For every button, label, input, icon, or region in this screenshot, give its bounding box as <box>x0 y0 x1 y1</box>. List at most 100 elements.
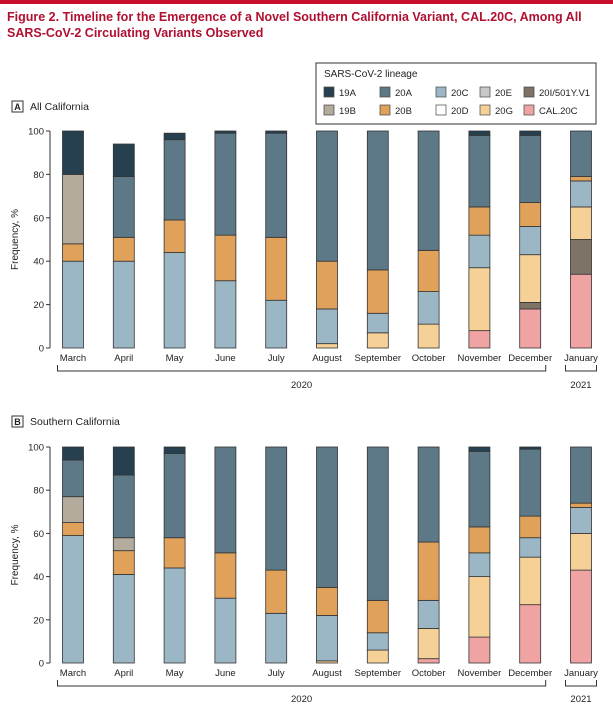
legend-label-20a: 20A <box>395 88 413 99</box>
year-bracket <box>565 680 597 687</box>
x-tick-label: April <box>114 353 133 364</box>
year-label: 2020 <box>291 380 312 391</box>
x-tick-label: November <box>457 353 501 364</box>
bar-segment-19a <box>163 446 186 454</box>
bar-segment-cal20c <box>417 658 440 664</box>
legend-swatch-20b <box>379 104 391 116</box>
bar-segment-20c <box>112 574 135 664</box>
bar-segment-cal20c <box>468 330 491 349</box>
bar-segment-20g <box>366 649 389 664</box>
x-tick-label: January <box>564 668 598 679</box>
bar-segment-20c <box>112 260 135 349</box>
bar-segment-20g <box>570 206 592 240</box>
bar-segment-20i <box>519 302 542 310</box>
bar-segment-cal20c <box>570 569 592 664</box>
bar-stack-june <box>214 130 237 349</box>
bar-stack-march <box>62 446 84 664</box>
legend-swatch-20e <box>479 86 491 98</box>
year-label: 2021 <box>570 694 591 705</box>
legend-swatch-cal20c <box>523 104 535 116</box>
bar-segment-20b <box>366 269 389 314</box>
panel-b: B Southern California 0 20 40 60 80 100 Frequenc… <box>10 415 598 705</box>
bar-stack-november <box>468 130 491 349</box>
y-tick-label: 40 <box>33 572 44 583</box>
bar-segment-20a <box>265 446 288 571</box>
x-tick-label: November <box>457 668 501 679</box>
bar-segment-20a <box>112 474 135 539</box>
legend-box <box>315 62 597 125</box>
bar-segment-20a <box>519 448 542 517</box>
bar-segment-20a <box>468 450 491 528</box>
legend-swatch-20c <box>435 86 447 98</box>
bar-segment-20b <box>316 587 338 616</box>
legend-label-20e: 20E <box>495 88 512 99</box>
bar-stack-january <box>570 130 592 349</box>
x-tick-label: January <box>564 353 598 364</box>
bar-stack-december <box>519 446 542 664</box>
bar-segment-20a <box>163 453 186 539</box>
bar-stack-january <box>570 446 592 664</box>
bar-segment-20b <box>519 202 542 227</box>
legend-label-19a: 19A <box>339 88 357 99</box>
bar-segment-19a <box>163 132 186 141</box>
bar-segment-20g <box>417 628 440 660</box>
bar-segment-20b <box>417 249 440 292</box>
bar-segment-cal20c <box>468 636 491 664</box>
bar-segment-20b <box>62 522 84 536</box>
bar-segment-20c <box>316 308 338 345</box>
year-bracket <box>57 365 547 372</box>
bar-segment-19a <box>112 143 135 177</box>
panel-letter: B <box>14 417 21 427</box>
bar-segment-20b <box>112 236 135 262</box>
bar-segment-20c <box>366 632 389 651</box>
legend-title: SARS-CoV-2 lineage <box>324 69 418 80</box>
x-tick-label: October <box>412 353 446 364</box>
y-tick-label: 100 <box>28 127 44 138</box>
bar-segment-20c <box>62 260 84 349</box>
bar-segment-20c <box>316 615 338 662</box>
legend-label-cal20c: CAL.20C <box>539 106 578 117</box>
x-tick-label: June <box>215 668 236 679</box>
legend-swatch-19a <box>323 86 335 98</box>
bar-stack-july <box>265 446 288 664</box>
year-label: 2020 <box>291 694 312 705</box>
bar-segment-20a <box>519 134 542 204</box>
x-tick-label: May <box>166 353 184 364</box>
bar-segment-19a <box>62 130 84 175</box>
bar-segment-20a <box>214 132 237 236</box>
x-tick-label: December <box>508 668 552 679</box>
bar-segment-20b <box>570 502 592 508</box>
bar-segment-20c <box>468 552 491 578</box>
bar-stack-may <box>163 446 186 664</box>
legend-swatch-20d <box>435 104 447 116</box>
x-tick-label: July <box>268 668 285 679</box>
y-tick-label: 40 <box>33 257 44 268</box>
bar-segment-19a <box>214 130 237 134</box>
bar-segment-20c <box>214 280 237 349</box>
x-tick-label: May <box>166 668 184 679</box>
legend-label-20c: 20C <box>451 88 469 99</box>
bar-segment-20a <box>417 130 440 251</box>
bar-segment-19a <box>519 446 542 450</box>
panel-title: Southern California <box>30 416 120 428</box>
bar-segment-20c <box>366 312 389 334</box>
y-tick-label: 60 <box>33 529 44 540</box>
bar-segment-20c <box>265 299 288 349</box>
bar-segment-20b <box>468 526 491 554</box>
bar-segment-20b <box>316 260 338 310</box>
bar-stack-october <box>417 446 440 664</box>
bar-segment-20c <box>519 226 542 256</box>
bar-stack-may <box>163 132 186 349</box>
bar-segment-20a <box>163 139 186 221</box>
x-tick-label: September <box>355 668 401 679</box>
legend-swatch-20i <box>523 86 535 98</box>
year-bracket <box>57 680 547 687</box>
y-axis-label: Frequency, % <box>10 209 21 270</box>
bar-segment-20c <box>214 597 237 664</box>
bar-segment-20b <box>366 599 389 634</box>
bar-segment-20b <box>417 541 440 601</box>
bar-stack-september <box>366 130 389 349</box>
bar-segment-20a <box>316 130 338 262</box>
bar-segment-20b <box>265 569 288 614</box>
